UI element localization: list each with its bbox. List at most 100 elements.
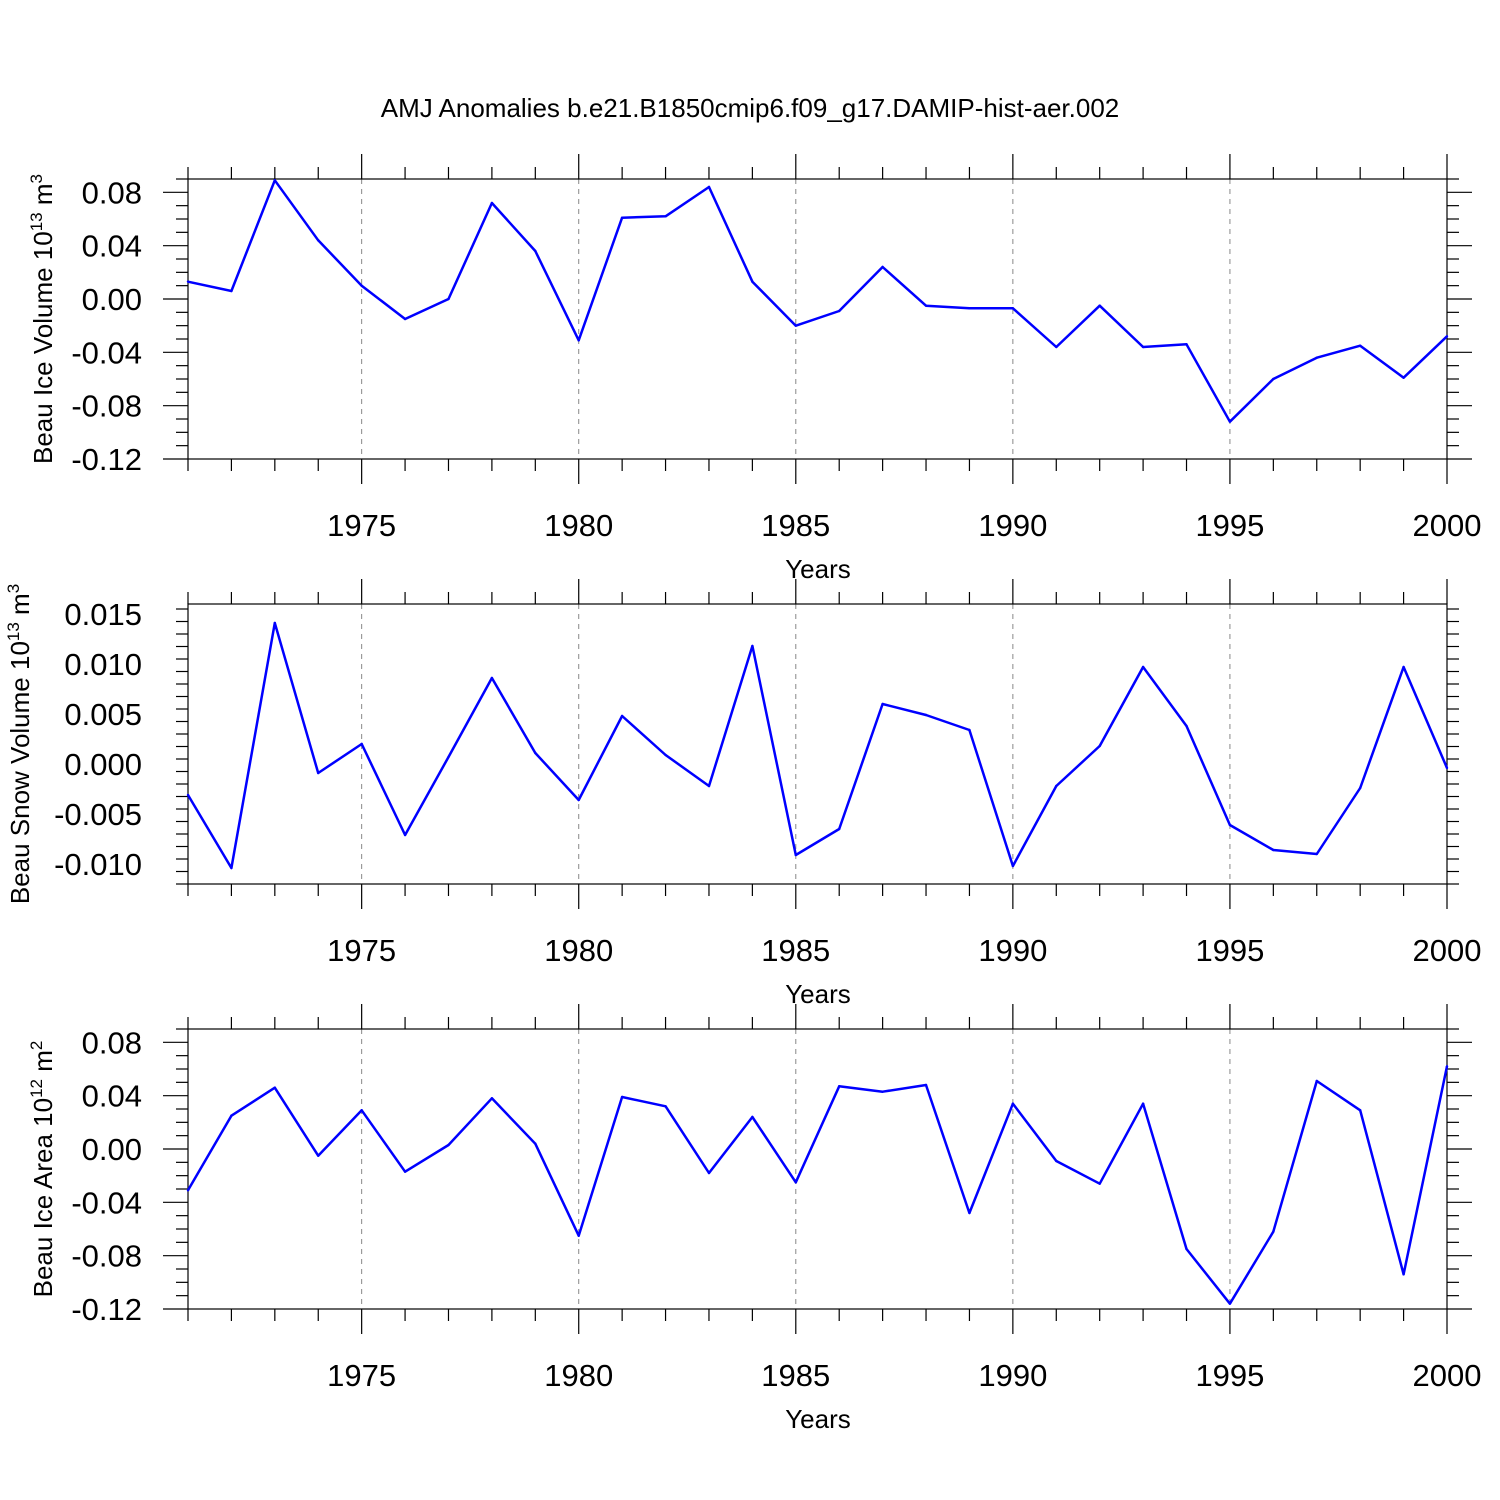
y-tick-label: 0.00 <box>82 282 142 317</box>
chart-panel-1: -0.12 -0.08 -0.04 0.00 0.04 0.08 1975 1980 1985 1… <box>27 154 1481 584</box>
x-tick-label: 1990 <box>978 1358 1047 1393</box>
x-tick-label: 1980 <box>544 1358 613 1393</box>
y-tick-label: -0.04 <box>71 1185 142 1220</box>
x-tick-label: 1995 <box>1195 1358 1264 1393</box>
y-tick-label: 0.000 <box>64 747 142 782</box>
y-tick-label: -0.08 <box>71 389 142 424</box>
data-point <box>1272 377 1275 381</box>
data-point <box>1272 848 1275 852</box>
data-point <box>664 215 667 218</box>
y-tick-label: -0.12 <box>71 1292 142 1327</box>
x-tick-label: 1975 <box>327 933 396 968</box>
y-tick-label: 0.015 <box>64 597 142 632</box>
y-tick-label: 0.005 <box>64 697 142 732</box>
x-axis-title: Years <box>785 554 851 584</box>
data-point <box>1228 1302 1232 1305</box>
data-point <box>1055 345 1058 349</box>
data-point <box>447 755 450 759</box>
series-line <box>187 179 1448 423</box>
y-tick-label: 0.010 <box>64 647 142 682</box>
data-point <box>317 771 320 775</box>
data-point <box>664 753 667 757</box>
data-point <box>1011 864 1015 868</box>
data-point <box>403 1170 407 1173</box>
data-point <box>186 1189 190 1192</box>
data-point <box>534 1142 537 1145</box>
x-axis-title: Years <box>785 1404 851 1434</box>
data-point <box>838 827 841 831</box>
y-tick-label: 0.00 <box>82 1132 142 1167</box>
chart-panel-3: -0.12 -0.08 -0.04 0.00 0.04 0.08 1975 1980 1985 1… <box>27 1004 1481 1434</box>
y-axis-title: Beau Ice Volume 1013 m3 <box>27 174 58 464</box>
data-point <box>1402 665 1405 669</box>
x-tick-label: 1985 <box>761 933 830 968</box>
data-point <box>838 1085 841 1088</box>
data-point <box>1402 1273 1405 1276</box>
data-point <box>1272 1230 1275 1233</box>
data-point <box>1445 766 1449 770</box>
data-point <box>968 728 971 732</box>
data-point <box>1098 744 1101 748</box>
data-point <box>1358 786 1362 790</box>
data-point <box>577 339 580 342</box>
y-tick-label: -0.010 <box>54 847 142 882</box>
y-tick-label: -0.12 <box>71 442 142 477</box>
data-point <box>707 185 711 189</box>
data-point <box>881 702 884 706</box>
series-line <box>186 621 1449 870</box>
data-point <box>1315 356 1318 359</box>
y-tick-label: 0.04 <box>82 229 142 264</box>
data-point <box>317 239 320 242</box>
data-point <box>1358 344 1362 347</box>
data-point <box>794 1181 797 1184</box>
y-tick-label: 0.04 <box>82 1079 142 1114</box>
data-point <box>968 1211 971 1215</box>
data-point <box>1228 420 1232 423</box>
data-point <box>1228 823 1232 827</box>
data-point <box>360 742 363 746</box>
chart-panel-2: -0.010 -0.005 0.000 0.005 0.010 0.015 1975 1980… <box>4 579 1481 1009</box>
data-point <box>490 676 494 680</box>
data-point <box>881 265 884 269</box>
data-point <box>620 1095 624 1099</box>
y-axis-title: Beau Snow Volume 1013 m3 <box>4 584 35 904</box>
chart-panels: -0.12 -0.08 -0.04 0.00 0.04 0.08 1975 1980 1985 1… <box>4 154 1481 1434</box>
data-point <box>273 1086 277 1089</box>
data-point <box>1011 307 1015 310</box>
data-point <box>968 307 971 310</box>
data-point <box>1098 304 1101 307</box>
data-point <box>620 714 624 718</box>
x-tick-label: 1980 <box>544 508 613 543</box>
data-point <box>1055 1159 1058 1163</box>
data-point <box>317 1154 320 1157</box>
x-tick-label: 1990 <box>978 933 1047 968</box>
data-point <box>794 853 797 857</box>
data-point <box>360 284 363 287</box>
x-tick-label: 1995 <box>1195 508 1264 543</box>
data-point <box>664 1105 667 1108</box>
data-point <box>1141 665 1145 669</box>
data-point <box>924 713 928 717</box>
data-point <box>707 1171 711 1175</box>
data-point <box>447 1143 450 1147</box>
data-point <box>751 644 754 648</box>
data-point <box>534 751 537 755</box>
data-point <box>186 793 190 797</box>
data-point <box>620 216 624 219</box>
y-tick-label: 0.08 <box>82 1025 142 1060</box>
data-point <box>230 289 233 293</box>
x-tick-label: 1985 <box>761 508 830 543</box>
data-point <box>230 1114 233 1117</box>
data-point <box>403 833 407 837</box>
data-point <box>1055 784 1058 788</box>
x-tick-label: 1990 <box>978 508 1047 543</box>
data-point <box>1358 1109 1362 1112</box>
x-tick-label: 1975 <box>327 1358 396 1393</box>
data-point <box>447 297 450 301</box>
figure-title: AMJ Anomalies b.e21.B1850cmip6.f09_g17.D… <box>381 93 1120 123</box>
data-point <box>1445 1065 1449 1068</box>
data-point <box>924 304 928 307</box>
data-point <box>1315 1079 1318 1083</box>
data-point <box>273 179 277 182</box>
y-tick-label: 0.08 <box>82 175 142 210</box>
